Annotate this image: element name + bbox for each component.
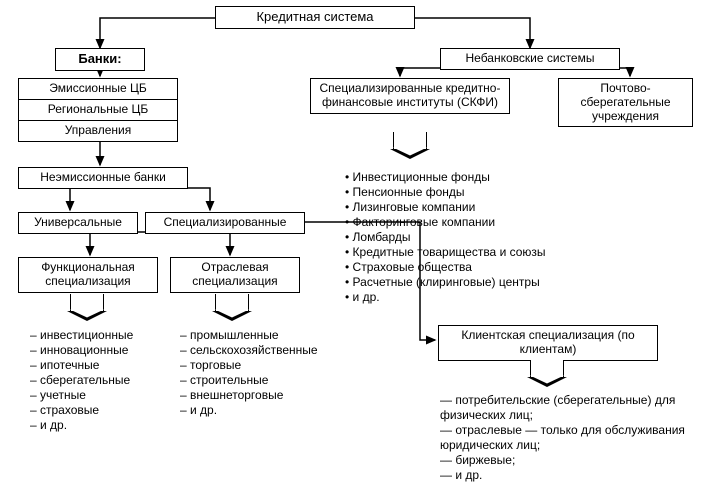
list-item: сберегательные — [30, 373, 133, 388]
list-item: биржевые; — [440, 453, 695, 468]
node-noemiss: Неэмиссионные банки — [18, 167, 188, 189]
list-item: Расчетные (клиринговые) центры — [345, 275, 546, 290]
list-item: строительные — [180, 373, 318, 388]
list-item: торговые — [180, 358, 318, 373]
node-skfi: Специализированные кредитно-финансовые и… — [310, 78, 510, 114]
arrow-skfi-list — [393, 132, 427, 150]
list-skfi: Инвестиционные фондыПенсионные фондыЛизи… — [345, 170, 546, 305]
list-item: потребительские (сберегательные) для физ… — [440, 393, 695, 423]
list-item: сельскохозяйственные — [180, 343, 318, 358]
node-emiss: Эмиссионные ЦБ — [18, 78, 178, 100]
list-func: инвестиционныеинновационныеипотечныесбер… — [30, 328, 133, 433]
node-banks: Банки: — [55, 48, 145, 71]
list-item: отраслевые — только для обслуживания юри… — [440, 423, 695, 453]
list-item: и др. — [345, 290, 546, 305]
list-item: инвестиционные — [30, 328, 133, 343]
node-postal: Почтово-сберегательные учреждения — [558, 78, 693, 127]
list-item: внешнеторговые — [180, 388, 318, 403]
arrow-func-list — [70, 294, 104, 312]
list-item: ипотечные — [30, 358, 133, 373]
list-item: инновационные — [30, 343, 133, 358]
list-item: Пенсионные фонды — [345, 185, 546, 200]
list-client: потребительские (сберегательные) для физ… — [440, 393, 695, 483]
list-item: Инвестиционные фонды — [345, 170, 546, 185]
list-item: промышленные — [180, 328, 318, 343]
list-item: Ломбарды — [345, 230, 546, 245]
node-spec: Специализированные — [145, 212, 305, 234]
list-item: Кредитные товарищества и союзы — [345, 245, 546, 260]
arrow-branch-list — [215, 294, 249, 312]
list-item: Лизинговые компании — [345, 200, 546, 215]
list-item: Факторинговые компании — [345, 215, 546, 230]
list-branch: промышленныесельскохозяйственныеторговые… — [180, 328, 318, 418]
node-region: Региональные ЦБ — [18, 99, 178, 121]
arrow-client-list — [530, 360, 564, 378]
list-item: Страховые общества — [345, 260, 546, 275]
node-func: Функциональная специализация — [18, 257, 158, 293]
list-item: и др. — [440, 468, 695, 483]
node-nonbank: Небанковские системы — [440, 48, 620, 70]
node-branch: Отраслевая специализация — [170, 257, 300, 293]
node-root: Кредитная система — [215, 6, 415, 29]
list-item: учетные — [30, 388, 133, 403]
node-client: Клиентская специализация (по клиентам) — [438, 325, 658, 361]
list-item: страховые — [30, 403, 133, 418]
node-univ: Универсальные — [18, 212, 138, 234]
node-manage: Управления — [18, 120, 178, 142]
list-item: и др. — [30, 418, 133, 433]
list-item: и др. — [180, 403, 318, 418]
